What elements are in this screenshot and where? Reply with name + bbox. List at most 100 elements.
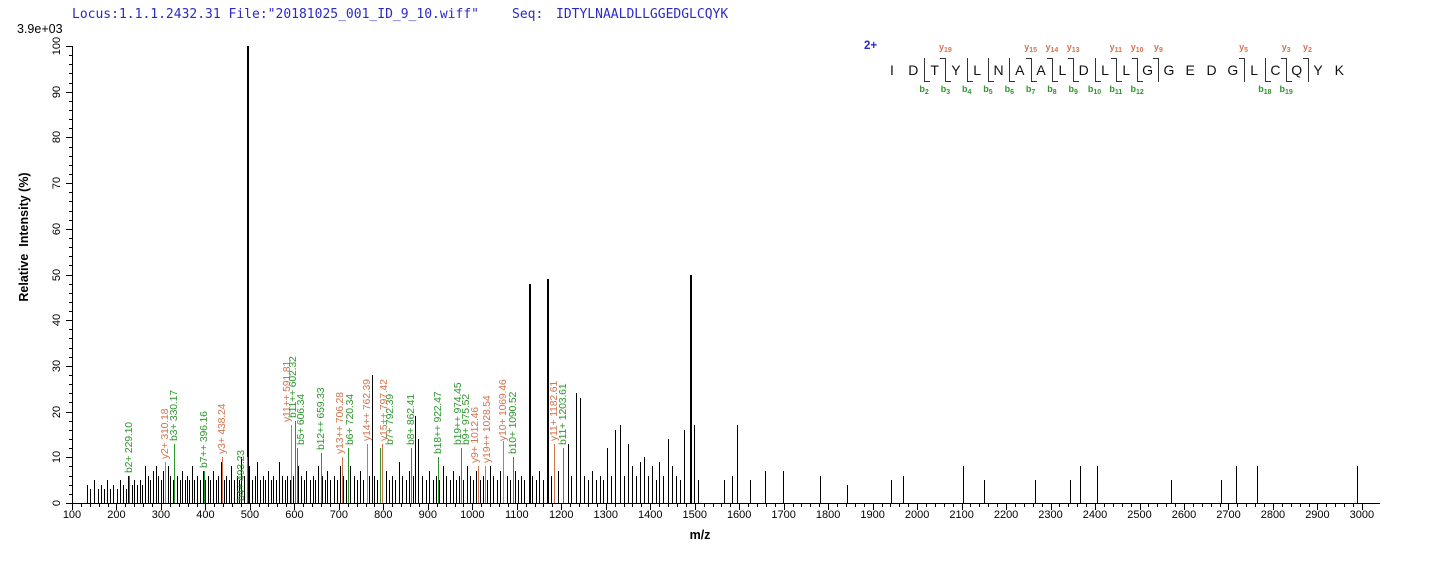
- peak: [820, 475, 822, 503]
- x-tick: [997, 504, 999, 507]
- peak: [782, 471, 784, 503]
- y-tick: [69, 466, 72, 468]
- peak: [359, 471, 361, 503]
- peak: [1236, 466, 1238, 503]
- peak: [222, 457, 224, 503]
- sequence-residue: D: [908, 62, 919, 78]
- b-ion-divider-arm: [1287, 81, 1293, 82]
- peak: [532, 475, 534, 503]
- peak: [671, 466, 673, 503]
- peak: [217, 475, 219, 503]
- fragment-divider: [1094, 58, 1096, 82]
- x-tick: [1148, 504, 1150, 507]
- seq-header-label: Seq:: [512, 7, 544, 22]
- x-tick: [1228, 504, 1230, 510]
- x-tick: [1317, 504, 1319, 510]
- peak: [213, 471, 214, 503]
- x-tick: [943, 504, 945, 507]
- peak: [318, 466, 320, 503]
- b-ion-divider-arm: [1138, 81, 1144, 82]
- y-tick: [69, 119, 72, 121]
- x-tick: [160, 504, 162, 510]
- fragment-divider: [1115, 58, 1117, 82]
- peak: [265, 480, 267, 503]
- x-tick: [1361, 504, 1363, 510]
- peak: [244, 475, 246, 503]
- x-tick: [676, 504, 678, 507]
- x-tick: [979, 504, 981, 507]
- x-tick: [614, 504, 616, 507]
- y-ion-label: y3: [1281, 42, 1291, 54]
- peak: [144, 466, 146, 503]
- x-tick: [1014, 504, 1016, 507]
- peak: [164, 475, 166, 503]
- y-ion-label: y9: [1153, 42, 1163, 54]
- peak: [764, 471, 766, 503]
- y-ion-label: y19: [938, 42, 952, 54]
- y-ion-divider-arm: [1025, 58, 1031, 59]
- peak: [312, 475, 314, 503]
- peak: [983, 480, 985, 503]
- x-tick: [1184, 504, 1185, 510]
- peak: [249, 466, 251, 503]
- b-ion-divider-arm: [1031, 81, 1037, 82]
- y-tick: [69, 347, 72, 349]
- x-tick: [801, 504, 803, 507]
- peak: [131, 484, 133, 503]
- peak: [134, 480, 136, 503]
- x-tick-label: 800: [374, 509, 393, 521]
- y-tick: [66, 365, 72, 367]
- x-tick-label: 1100: [504, 509, 529, 521]
- x-tick: [810, 504, 812, 507]
- peak: [476, 471, 478, 503]
- x-tick: [1103, 504, 1105, 507]
- x-tick-label: 2200: [993, 509, 1019, 521]
- x-tick: [347, 504, 349, 507]
- b-ion-label: b7: [1025, 84, 1036, 96]
- peak: [562, 448, 564, 503]
- peak: [300, 475, 302, 503]
- b-ion-label: b11: [1109, 84, 1123, 96]
- b-ion-label: b4: [961, 84, 972, 96]
- y-tick: [69, 301, 72, 303]
- x-tick: [934, 504, 936, 507]
- x-tick: [107, 504, 109, 507]
- peak: [223, 480, 225, 503]
- peak-label-text: b12++ 659.33: [314, 387, 327, 450]
- peak: [208, 475, 210, 503]
- x-tick: [570, 504, 572, 507]
- peak: [136, 484, 138, 503]
- peak: [482, 475, 484, 503]
- x-tick: [756, 504, 758, 507]
- peak: [595, 480, 597, 503]
- x-tick: [828, 504, 830, 510]
- peak: [336, 480, 338, 503]
- y-axis-line: [72, 46, 73, 504]
- peak: [698, 480, 700, 503]
- x-tick: [392, 504, 394, 507]
- x-tick: [917, 504, 919, 510]
- peak: [651, 466, 653, 503]
- peak: [610, 475, 612, 503]
- sequence-residue: L: [1101, 62, 1109, 78]
- peak: [168, 466, 170, 503]
- x-tick: [845, 504, 847, 507]
- x-tick-label: 300: [151, 509, 171, 521]
- peak: [732, 475, 734, 503]
- peak: [486, 480, 488, 503]
- x-tick: [712, 504, 714, 507]
- peak: [104, 489, 106, 503]
- peak: [284, 480, 286, 503]
- b-ion-label: b3: [940, 84, 951, 96]
- peak: [350, 466, 352, 503]
- b-ion-label: b8: [1047, 84, 1057, 96]
- y-ion-divider-arm: [1046, 58, 1052, 59]
- peak: [233, 480, 235, 503]
- peak: [461, 448, 463, 503]
- x-tick: [481, 504, 483, 507]
- peak: [439, 480, 441, 503]
- peak: [587, 480, 589, 503]
- peak: [623, 475, 625, 503]
- peak: [408, 471, 410, 503]
- y-tick: [66, 183, 72, 185]
